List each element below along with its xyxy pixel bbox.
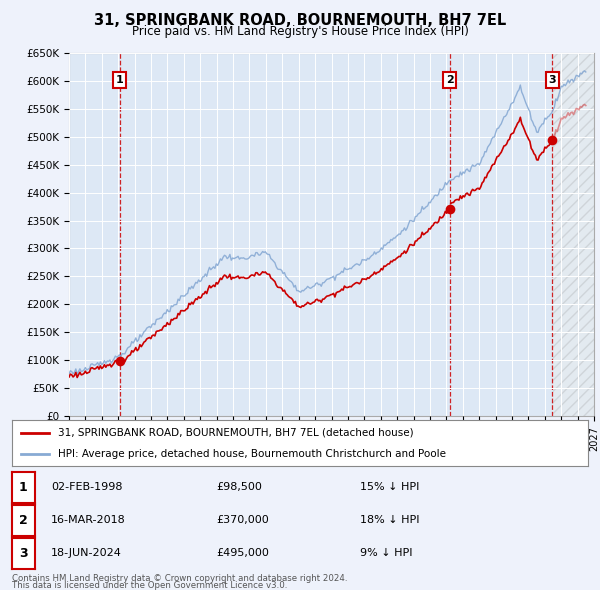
Text: HPI: Average price, detached house, Bournemouth Christchurch and Poole: HPI: Average price, detached house, Bour… <box>58 448 446 458</box>
Text: 15% ↓ HPI: 15% ↓ HPI <box>360 483 419 492</box>
Text: 16-MAR-2018: 16-MAR-2018 <box>51 516 126 525</box>
Text: 3: 3 <box>19 547 28 560</box>
Text: 1: 1 <box>116 75 124 85</box>
Text: 18-JUN-2024: 18-JUN-2024 <box>51 549 122 558</box>
Text: 9% ↓ HPI: 9% ↓ HPI <box>360 549 413 558</box>
Text: 1: 1 <box>19 481 28 494</box>
Text: 31, SPRINGBANK ROAD, BOURNEMOUTH, BH7 7EL: 31, SPRINGBANK ROAD, BOURNEMOUTH, BH7 7E… <box>94 13 506 28</box>
Text: 31, SPRINGBANK ROAD, BOURNEMOUTH, BH7 7EL (detached house): 31, SPRINGBANK ROAD, BOURNEMOUTH, BH7 7E… <box>58 428 414 438</box>
Text: Price paid vs. HM Land Registry's House Price Index (HPI): Price paid vs. HM Land Registry's House … <box>131 25 469 38</box>
Text: 3: 3 <box>548 75 556 85</box>
Text: £370,000: £370,000 <box>216 516 269 525</box>
Text: £98,500: £98,500 <box>216 483 262 492</box>
Text: 2: 2 <box>19 514 28 527</box>
Text: This data is licensed under the Open Government Licence v3.0.: This data is licensed under the Open Gov… <box>12 581 287 590</box>
Text: 2: 2 <box>446 75 454 85</box>
Text: 02-FEB-1998: 02-FEB-1998 <box>51 483 122 492</box>
Text: £495,000: £495,000 <box>216 549 269 558</box>
Text: 18% ↓ HPI: 18% ↓ HPI <box>360 516 419 525</box>
Polygon shape <box>553 53 594 416</box>
Text: Contains HM Land Registry data © Crown copyright and database right 2024.: Contains HM Land Registry data © Crown c… <box>12 573 347 583</box>
